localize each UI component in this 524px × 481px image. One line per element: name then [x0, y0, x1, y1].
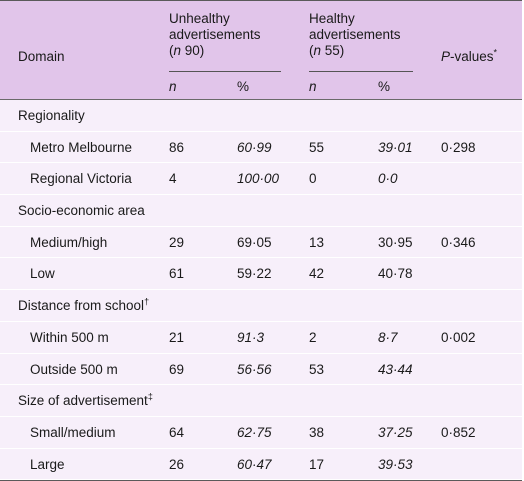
- unhealthy-n-cell: 29: [169, 234, 185, 250]
- footnote-mark: ‡: [147, 391, 153, 402]
- healthy-n-cell: 55: [309, 139, 325, 155]
- unhealthy-pct-cell: 60·47: [237, 456, 272, 472]
- table-header: Domain Unhealthy advertisements (n 90) H…: [0, 1, 522, 100]
- healthy-pct-cell: 39·01: [378, 139, 413, 155]
- section-title: Socio-economic area: [18, 203, 145, 219]
- unhealthy-pct-cell: 62·75: [237, 424, 272, 440]
- table-body: Regionality Metro Melbourne 86 60·99 55 39·01…: [0, 100, 522, 481]
- unhealthy-n-cell: 64: [169, 424, 185, 440]
- header-unhealthy-n: (n 90): [169, 43, 205, 58]
- unhealthy-pct-cell: 56·56: [237, 361, 272, 377]
- section-title: Distance from school†: [18, 296, 150, 314]
- section-row: Size of advertisement‡: [0, 385, 522, 417]
- section-row: Regionality: [0, 100, 522, 132]
- healthy-pct-cell: 40·78: [378, 266, 413, 282]
- healthy-n-cell: 53: [309, 361, 325, 377]
- row-label: Medium/high: [30, 234, 108, 250]
- p-value-cell: 0·002: [441, 329, 476, 345]
- header-domain: Domain: [18, 49, 65, 64]
- healthy-pct-cell: 37·25: [378, 424, 413, 440]
- unhealthy-n-cell: 26: [169, 456, 185, 472]
- row-label: Regional Victoria: [30, 171, 132, 187]
- healthy-n-cell: 0: [309, 171, 317, 187]
- p-value-cell: 0·852: [441, 424, 476, 440]
- unhealthy-n-cell: 4: [169, 171, 177, 187]
- row-label: Small/medium: [30, 424, 116, 440]
- unhealthy-pct-cell: 91·3: [237, 329, 265, 345]
- unhealthy-pct-cell: 59·22: [237, 266, 272, 282]
- unhealthy-n-cell: 21: [169, 329, 185, 345]
- healthy-pct-cell: 43·44: [378, 361, 413, 377]
- healthy-n-cell: 17: [309, 456, 325, 472]
- subheader-unhealthy-pct: %: [237, 79, 250, 94]
- healthy-n-cell: 42: [309, 266, 325, 282]
- healthy-pct-cell: 0·0: [378, 171, 398, 187]
- table-row: Low 61 59·22 42 40·78: [0, 258, 522, 291]
- unhealthy-group-rule: [169, 71, 281, 72]
- healthy-group-rule: [309, 71, 413, 72]
- subheader-healthy-n: n: [309, 79, 317, 94]
- table-row: Metro Melbourne 86 60·99 55 39·01 0·298: [0, 132, 522, 164]
- p-value-cell: 0·346: [441, 234, 476, 250]
- unhealthy-pct-cell: 100·00: [237, 171, 280, 187]
- subheader-unhealthy-n: n: [169, 79, 177, 94]
- row-label: Metro Melbourne: [30, 139, 133, 155]
- p-value-cell: 0·298: [441, 139, 476, 155]
- table-row: Outside 500 m 69 56·56 53 43·44: [0, 354, 522, 386]
- row-label: Outside 500 m: [30, 361, 118, 377]
- header-healthy: Healthy advertisements (n 55): [309, 11, 429, 59]
- table-row: Within 500 m 21 91·3 2 8·7 0·002: [0, 322, 522, 354]
- table-row: Medium/high 29 69·05 13 30·95 0·346: [0, 227, 522, 259]
- row-label: Within 500 m: [30, 329, 109, 345]
- section-title: Size of advertisement‡: [18, 391, 153, 409]
- healthy-pct-cell: 30·95: [378, 234, 413, 250]
- table-row: Small/medium 64 62·75 38 37·25 0·852: [0, 417, 522, 449]
- row-label: Low: [30, 266, 55, 282]
- footnote-mark: †: [144, 296, 150, 307]
- healthy-pct-cell: 39·53: [378, 456, 413, 472]
- header-healthy-n: (n 55): [309, 43, 345, 58]
- unhealthy-n-cell: 69: [169, 361, 185, 377]
- header-pvalues: P-values*: [441, 47, 498, 64]
- row-label: Large: [30, 456, 65, 472]
- header-healthy-title: Healthy advertisements: [309, 11, 401, 42]
- unhealthy-n-cell: 86: [169, 139, 185, 155]
- healthy-n-cell: 13: [309, 234, 325, 250]
- section-title: Regionality: [18, 108, 85, 123]
- unhealthy-pct-cell: 69·05: [237, 234, 272, 250]
- healthy-pct-cell: 8·7: [378, 329, 398, 345]
- healthy-n-cell: 2: [309, 329, 317, 345]
- table-row: Large 26 60·47 17 39·53: [0, 449, 522, 481]
- section-row: Distance from school†: [0, 290, 522, 322]
- header-unhealthy-title: Unhealthy advertisements: [169, 11, 261, 42]
- section-row: Socio-economic area: [0, 195, 522, 227]
- table-row: Regional Victoria 4 100·00 0 0·0: [0, 163, 522, 196]
- unhealthy-pct-cell: 60·99: [237, 139, 272, 155]
- subheader-healthy-pct: %: [378, 79, 391, 94]
- healthy-n-cell: 38: [309, 424, 325, 440]
- header-unhealthy: Unhealthy advertisements (n 90): [169, 11, 289, 59]
- unhealthy-n-cell: 61: [169, 266, 185, 282]
